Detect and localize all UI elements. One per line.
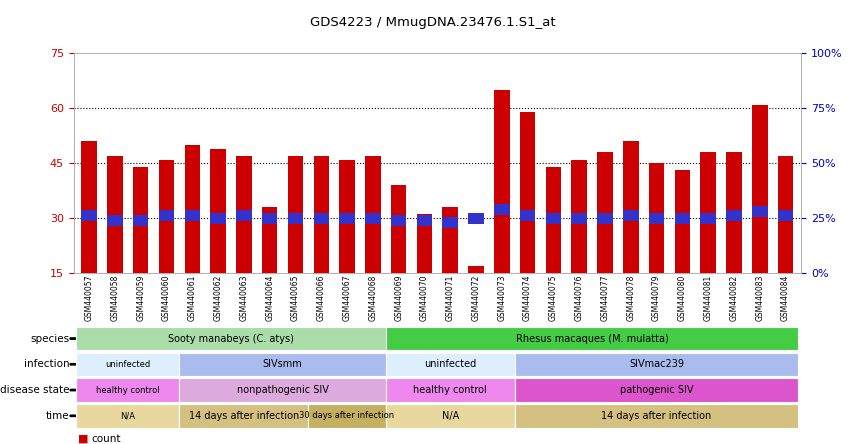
Text: N/A: N/A bbox=[120, 411, 135, 420]
Bar bbox=[727, 210, 741, 222]
Text: uninfected: uninfected bbox=[105, 360, 151, 369]
Bar bbox=[417, 215, 432, 226]
Bar bbox=[701, 152, 716, 273]
Bar bbox=[391, 215, 406, 226]
Bar bbox=[81, 210, 97, 222]
Bar bbox=[675, 170, 690, 273]
Text: 14 days after infection: 14 days after infection bbox=[189, 411, 299, 421]
Bar bbox=[107, 156, 123, 273]
Text: disease state: disease state bbox=[0, 385, 69, 395]
Bar bbox=[572, 159, 587, 273]
Bar bbox=[675, 213, 690, 224]
Text: ■: ■ bbox=[78, 434, 88, 444]
Bar bbox=[778, 210, 793, 222]
Bar bbox=[752, 206, 767, 217]
Bar bbox=[649, 213, 664, 224]
Bar bbox=[520, 112, 535, 273]
Bar bbox=[365, 156, 380, 273]
Bar bbox=[469, 266, 484, 273]
Bar bbox=[598, 213, 613, 224]
Bar bbox=[752, 105, 767, 273]
Bar bbox=[494, 204, 509, 215]
Text: healthy control: healthy control bbox=[413, 385, 487, 395]
Bar bbox=[443, 217, 458, 228]
Text: nonpathogenic SIV: nonpathogenic SIV bbox=[236, 385, 328, 395]
Text: 14 days after infection: 14 days after infection bbox=[602, 411, 712, 421]
Bar bbox=[133, 167, 148, 273]
Bar bbox=[158, 210, 174, 222]
Bar bbox=[623, 141, 638, 273]
Text: SIVmac239: SIVmac239 bbox=[629, 359, 684, 369]
Bar bbox=[339, 159, 355, 273]
Bar bbox=[236, 210, 252, 222]
Text: count: count bbox=[91, 434, 120, 444]
Text: pathogenic SIV: pathogenic SIV bbox=[620, 385, 694, 395]
Bar bbox=[494, 90, 509, 273]
Bar bbox=[262, 213, 277, 224]
Text: GDS4223 / MmugDNA.23476.1.S1_at: GDS4223 / MmugDNA.23476.1.S1_at bbox=[310, 16, 556, 28]
Bar bbox=[313, 156, 329, 273]
Bar bbox=[107, 215, 123, 226]
Bar bbox=[623, 210, 638, 222]
Bar bbox=[288, 213, 303, 224]
Bar bbox=[184, 145, 200, 273]
Bar bbox=[417, 214, 432, 273]
Bar bbox=[443, 207, 458, 273]
Bar bbox=[469, 213, 484, 224]
Bar bbox=[184, 210, 200, 222]
Bar bbox=[572, 213, 587, 224]
Bar bbox=[546, 167, 561, 273]
Bar bbox=[313, 213, 329, 224]
Bar bbox=[158, 159, 174, 273]
Bar bbox=[727, 152, 741, 273]
Bar bbox=[778, 156, 793, 273]
Text: uninfected: uninfected bbox=[424, 359, 476, 369]
Bar bbox=[546, 213, 561, 224]
Text: infection: infection bbox=[23, 359, 69, 369]
Bar bbox=[520, 210, 535, 222]
Bar bbox=[210, 148, 226, 273]
Text: N/A: N/A bbox=[442, 411, 459, 421]
Text: 30 days after infection: 30 days after infection bbox=[300, 411, 395, 420]
Text: species: species bbox=[30, 333, 69, 344]
Bar bbox=[365, 213, 380, 224]
Bar bbox=[598, 152, 613, 273]
Bar bbox=[236, 156, 252, 273]
Bar bbox=[81, 141, 97, 273]
Bar bbox=[701, 213, 716, 224]
Bar bbox=[262, 207, 277, 273]
Bar bbox=[649, 163, 664, 273]
Text: time: time bbox=[46, 411, 69, 421]
Text: Sooty manabeys (C. atys): Sooty manabeys (C. atys) bbox=[168, 333, 294, 344]
Bar bbox=[288, 156, 303, 273]
Bar bbox=[391, 185, 406, 273]
Bar bbox=[339, 213, 355, 224]
Text: Rhesus macaques (M. mulatta): Rhesus macaques (M. mulatta) bbox=[516, 333, 669, 344]
Text: SIVsmm: SIVsmm bbox=[262, 359, 302, 369]
Bar bbox=[210, 213, 226, 224]
Text: healthy control: healthy control bbox=[96, 385, 159, 395]
Bar bbox=[133, 215, 148, 226]
